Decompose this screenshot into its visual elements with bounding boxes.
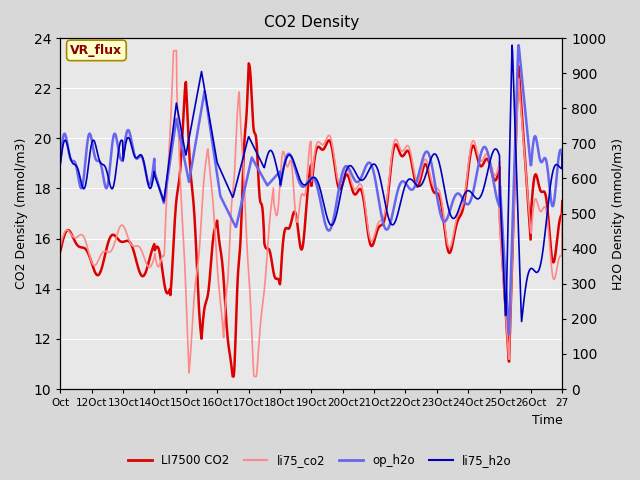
- LI7500 CO2: [402, 149, 410, 155]
- LI7500 CO2: [245, 60, 253, 66]
- op_h2o: [278, 177, 285, 182]
- li75_h2o: [108, 186, 115, 192]
- LI7500 CO2: [278, 246, 286, 252]
- op_h2o: [515, 42, 522, 48]
- li75_co2: [278, 151, 286, 156]
- LI7500 CO2: [108, 232, 115, 238]
- li75_h2o: [56, 162, 64, 168]
- LI7500 CO2: [559, 198, 566, 204]
- li75_co2: [260, 287, 268, 293]
- Line: op_h2o: op_h2o: [60, 45, 563, 334]
- li75_h2o: [401, 183, 409, 189]
- li75_co2: [250, 373, 258, 379]
- li75_co2: [458, 205, 466, 211]
- Text: VR_flux: VR_flux: [70, 44, 122, 57]
- Y-axis label: H2O Density (mmol/m3): H2O Density (mmol/m3): [612, 138, 625, 289]
- op_h2o: [448, 202, 456, 207]
- li75_h2o: [518, 319, 525, 324]
- LI7500 CO2: [449, 240, 456, 246]
- li75_h2o: [278, 176, 285, 182]
- Y-axis label: CO2 Density (mmol/m3): CO2 Density (mmol/m3): [15, 138, 28, 289]
- li75_co2: [402, 144, 410, 150]
- Legend: LI7500 CO2, li75_co2, op_h2o, li75_h2o: LI7500 CO2, li75_co2, op_h2o, li75_h2o: [124, 449, 516, 472]
- li75_co2: [559, 211, 566, 216]
- li75_h2o: [457, 201, 465, 206]
- Line: li75_co2: li75_co2: [60, 51, 563, 376]
- li75_co2: [56, 243, 64, 249]
- li75_h2o: [259, 163, 267, 169]
- Line: li75_h2o: li75_h2o: [60, 45, 563, 322]
- LI7500 CO2: [458, 210, 466, 216]
- LI7500 CO2: [229, 373, 237, 379]
- li75_co2: [108, 248, 115, 253]
- op_h2o: [108, 147, 115, 153]
- li75_h2o: [448, 215, 456, 220]
- Title: CO2 Density: CO2 Density: [264, 15, 359, 30]
- li75_co2: [170, 48, 178, 54]
- op_h2o: [401, 180, 409, 185]
- op_h2o: [457, 193, 465, 199]
- op_h2o: [259, 175, 267, 181]
- op_h2o: [56, 158, 64, 164]
- li75_h2o: [559, 151, 566, 157]
- X-axis label: Time: Time: [532, 414, 563, 427]
- LI7500 CO2: [260, 240, 268, 246]
- li75_co2: [449, 235, 456, 241]
- li75_h2o: [508, 42, 516, 48]
- LI7500 CO2: [56, 248, 64, 254]
- op_h2o: [505, 331, 513, 337]
- op_h2o: [559, 158, 566, 164]
- Line: LI7500 CO2: LI7500 CO2: [60, 63, 563, 376]
